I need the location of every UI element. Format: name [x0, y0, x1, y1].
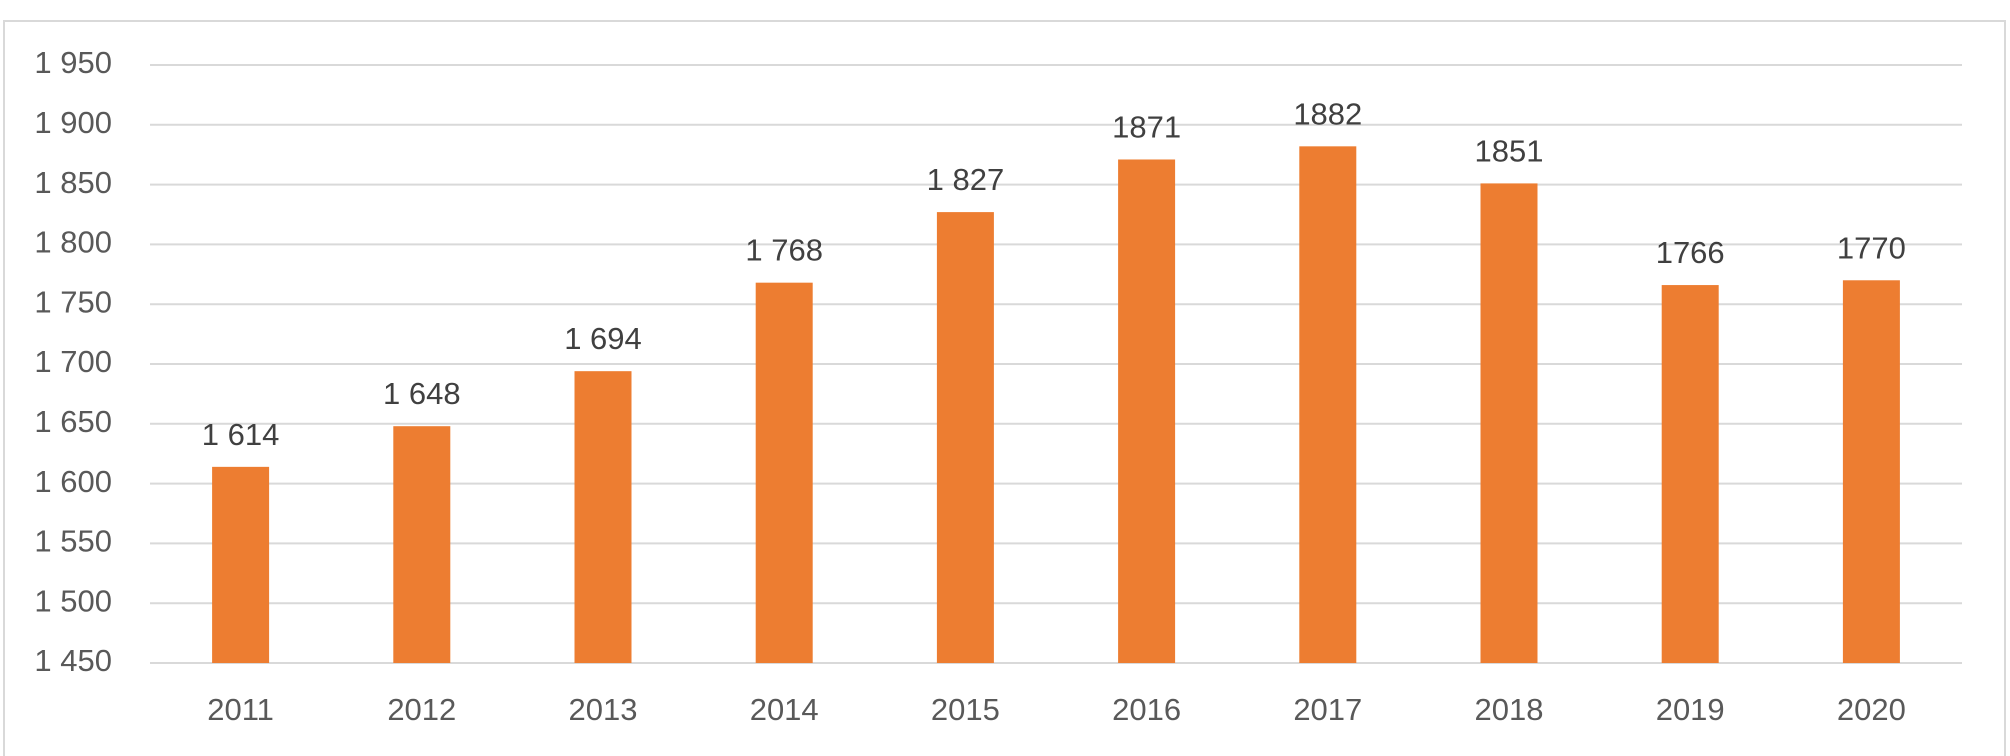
bar-2015 [936, 212, 994, 663]
bars [212, 146, 1900, 664]
y-tick-label: 1 850 [34, 165, 112, 200]
y-tick-label: 1 950 [34, 45, 112, 80]
x-tick-label: 2016 [1112, 692, 1181, 727]
x-tick-label: 2020 [1837, 692, 1906, 727]
y-tick-label: 1 500 [34, 583, 112, 618]
bar-2012 [393, 426, 451, 663]
bar-2013 [574, 371, 632, 663]
x-tick-label: 2019 [1656, 692, 1725, 727]
x-tick-label: 2018 [1475, 692, 1544, 727]
data-labels: 1 614 1 648 1 694 1 768 1 827 1871 1882 1851 176… [202, 96, 1906, 452]
x-axis-tick-labels: 2011 2012 2013 2014 2015 2016 2017 2018 2019 2020 [207, 692, 1906, 727]
x-tick-label: 2014 [750, 692, 819, 727]
bar-2019 [1661, 285, 1719, 663]
data-label-2019: 1766 [1656, 235, 1725, 270]
data-label-2017: 1882 [1293, 96, 1362, 131]
data-label-2012: 1 648 [383, 376, 461, 411]
bar-2014 [755, 282, 813, 663]
x-tick-label: 2015 [931, 692, 1000, 727]
data-label-2011: 1 614 [202, 417, 280, 452]
x-tick-label: 2017 [1293, 692, 1362, 727]
y-tick-label: 1 550 [34, 524, 112, 559]
x-tick-label: 2013 [569, 692, 638, 727]
gridlines [150, 64, 1962, 664]
y-tick-label: 1 600 [34, 464, 112, 499]
y-tick-label: 1 900 [34, 105, 112, 140]
y-tick-label: 1 750 [34, 284, 112, 319]
x-tick-label: 2011 [207, 692, 274, 727]
data-label-2015: 1 827 [927, 162, 1005, 197]
data-label-2018: 1851 [1475, 133, 1544, 168]
data-label-2020: 1770 [1837, 230, 1906, 265]
data-label-2016: 1871 [1112, 109, 1181, 144]
bar-2016 [1118, 159, 1176, 663]
y-tick-label: 1 450 [34, 643, 112, 678]
data-label-2014: 1 768 [745, 233, 823, 268]
y-tick-label: 1 700 [34, 344, 112, 379]
y-tick-label: 1 650 [34, 404, 112, 439]
bar-2018 [1480, 183, 1538, 664]
x-tick-label: 2012 [387, 692, 456, 727]
bar-2020 [1842, 280, 1900, 663]
chart-frame [3, 20, 2006, 756]
bar-2011 [212, 466, 270, 663]
data-label-2013: 1 694 [564, 321, 642, 356]
y-tick-label: 1 800 [34, 225, 112, 260]
y-axis-tick-labels: 1 450 1 500 1 550 1 600 1 650 1 700 1 750 1 800… [34, 45, 112, 678]
bar-2017 [1299, 146, 1357, 663]
